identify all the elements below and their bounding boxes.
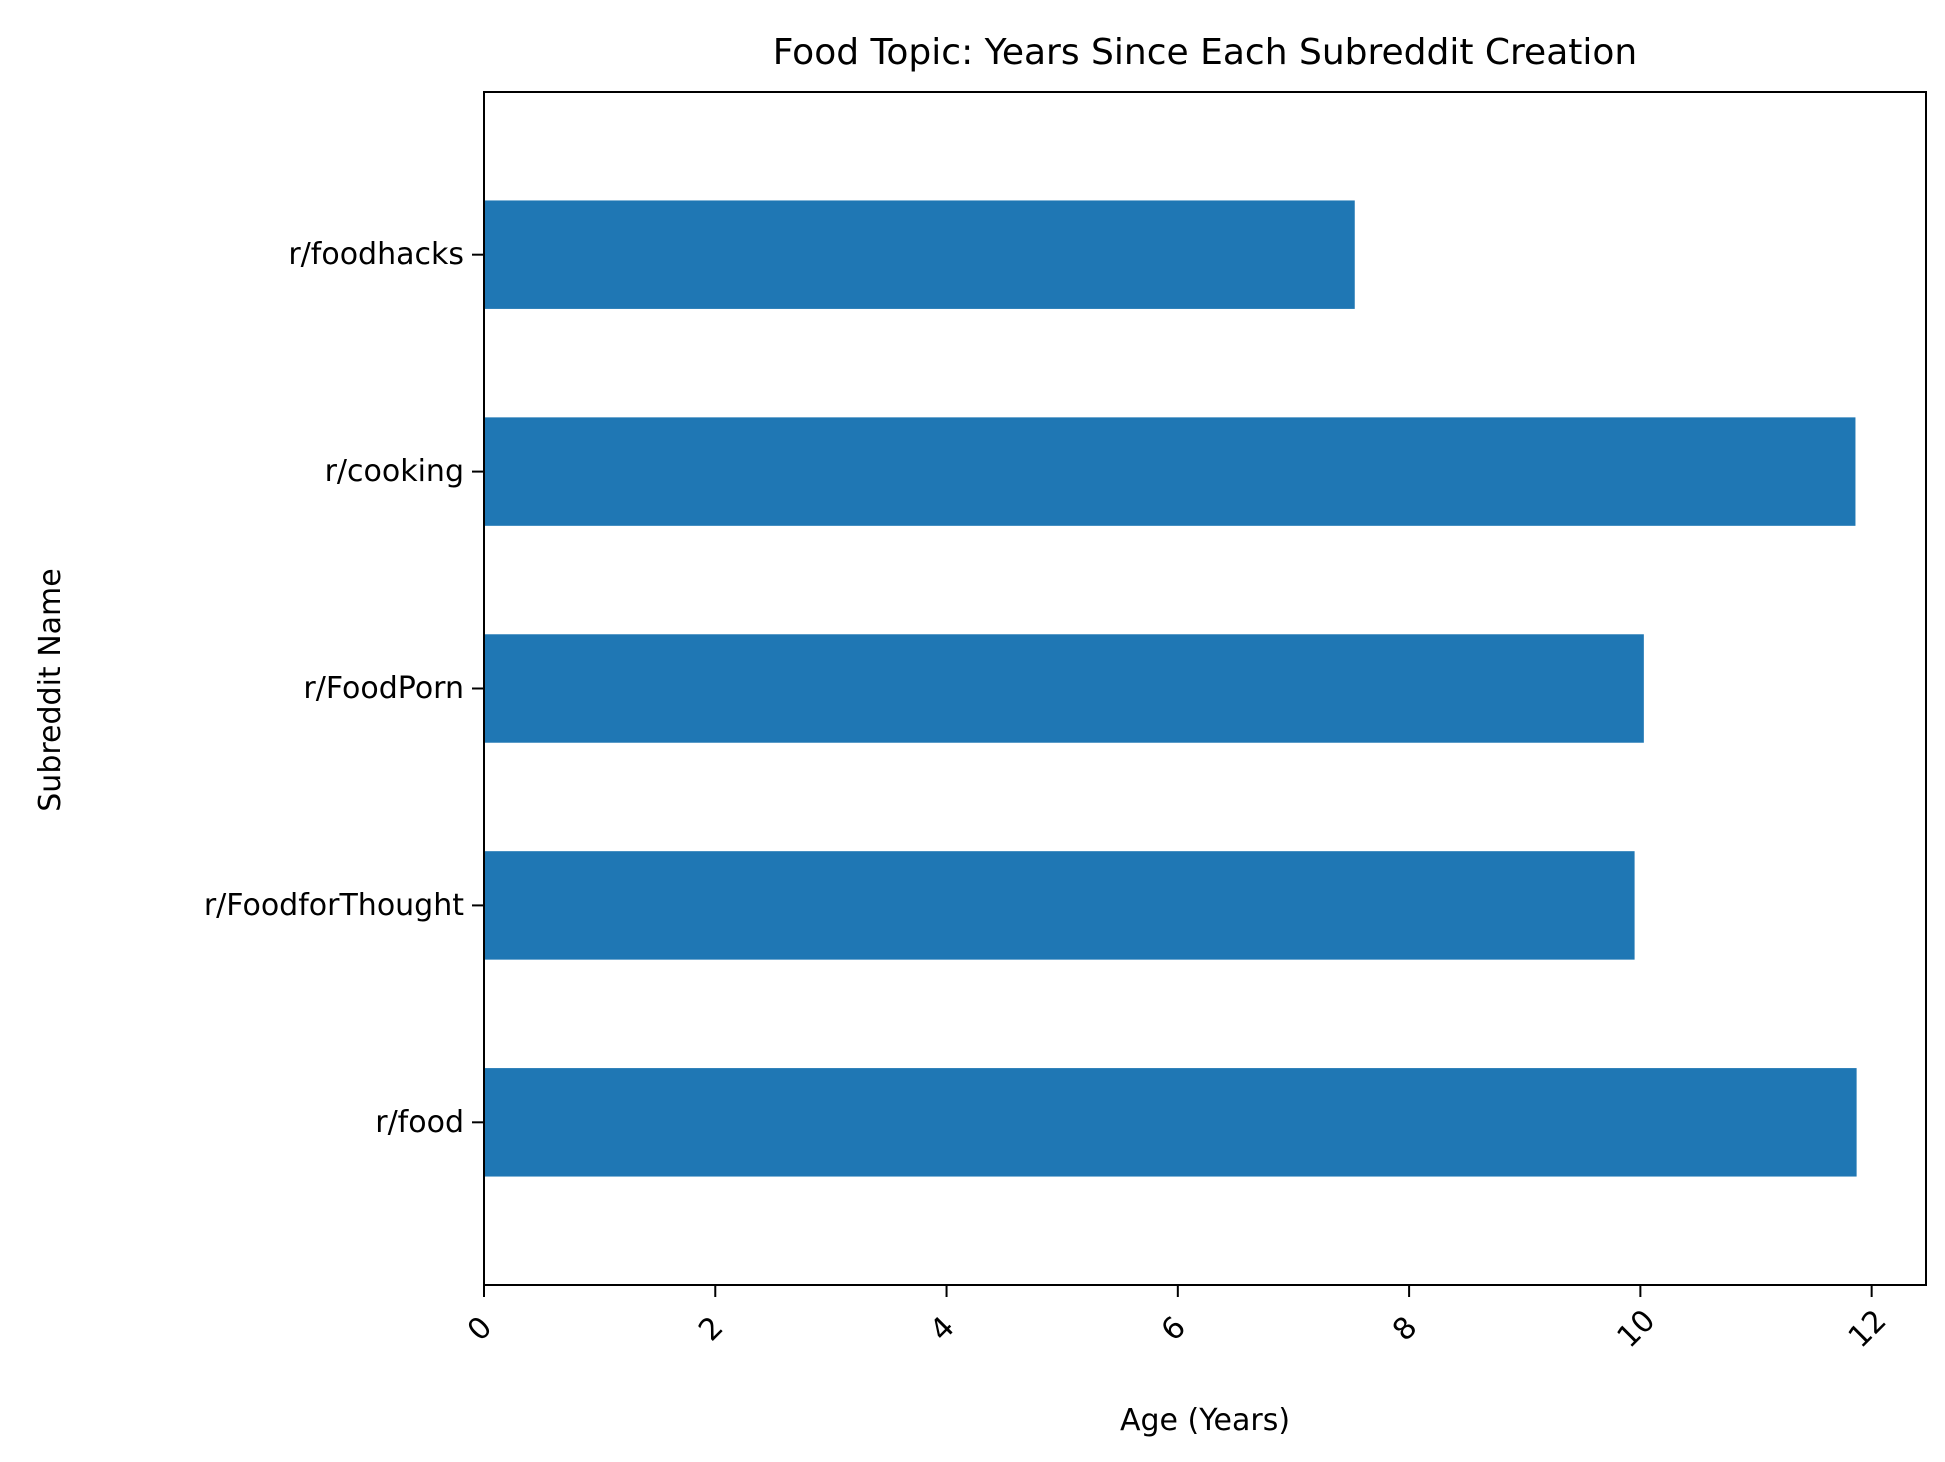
x-tick-label: 10 [1610, 1303, 1662, 1355]
bar [484, 634, 1644, 743]
x-tick-label: 2 [692, 1310, 730, 1348]
y-tick-label: r/FoodforThought [204, 888, 464, 923]
x-ticks-group: 0 2 4 6 8 10 12 [461, 1285, 1894, 1355]
plot-frame [483, 91, 1927, 1286]
chart-title: Food Topic: Years Since Each Subreddit C… [773, 32, 1637, 73]
y-tick-label: r/cooking [325, 454, 464, 489]
y-axis-label: Subreddit Name [33, 568, 68, 811]
y-tick-label: r/foodhacks [288, 237, 464, 272]
x-tick-label: 4 [923, 1310, 961, 1348]
x-tick-label: 6 [1155, 1310, 1193, 1348]
x-axis-label: Age (Years) [1120, 1403, 1290, 1438]
bar [484, 417, 1856, 526]
bar [484, 1068, 1857, 1177]
x-tick-label: 0 [461, 1310, 499, 1348]
bar [484, 200, 1355, 309]
y-ticks-group: r/food r/FoodforThought r/FoodPorn r/cookin… [204, 237, 484, 1140]
y-tick-label: r/food [375, 1105, 464, 1140]
x-tick-label: 12 [1842, 1303, 1894, 1355]
bar [484, 851, 1635, 960]
bars-group [484, 200, 1857, 1177]
x-tick-label: 8 [1386, 1310, 1424, 1348]
y-tick-label: r/FoodPorn [303, 671, 464, 706]
